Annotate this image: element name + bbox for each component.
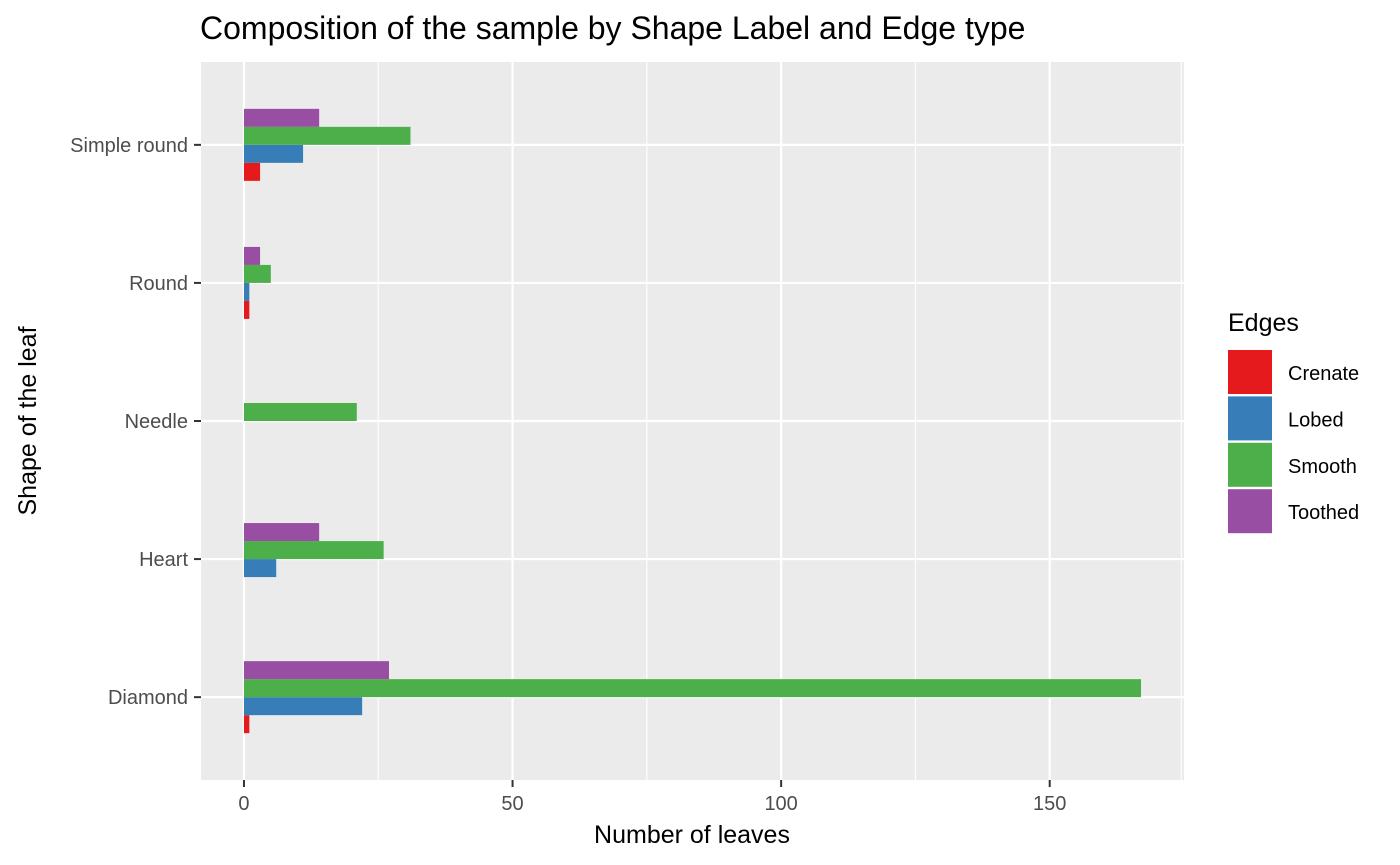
- y-tick-label: Needle: [125, 411, 188, 433]
- bar-diamond-smooth: [243, 679, 1142, 698]
- bar-diamond-lobed: [243, 697, 363, 716]
- bar-round-crenate: [243, 300, 250, 319]
- legend-key-smooth: [1228, 442, 1272, 487]
- legend-label-toothed: Toothed: [1288, 502, 1359, 524]
- y-tick-label: Heart: [139, 549, 188, 571]
- bar-simple-round-smooth: [243, 126, 411, 145]
- x-tick-label: 150: [1033, 793, 1066, 815]
- bar-needle-smooth: [243, 403, 357, 421]
- x-axis: 0 50 100 150: [238, 780, 1066, 815]
- legend-title: Edges: [1228, 309, 1299, 337]
- bars: [243, 108, 1142, 734]
- bar-simple-round-toothed: [243, 108, 320, 127]
- bar-round-lobed: [243, 282, 250, 301]
- y-tick-label: Diamond: [108, 687, 188, 709]
- x-axis-title: Number of leaves: [594, 821, 790, 849]
- bar-heart-lobed: [243, 559, 277, 578]
- y-tick-label: Simple round: [70, 135, 188, 157]
- legend-key-lobed: [1228, 396, 1272, 441]
- x-tick-label: 100: [764, 793, 797, 815]
- y-axis-title: Shape of the leaf: [14, 326, 42, 515]
- bar-heart-toothed: [243, 523, 320, 542]
- legend-label-crenate: Crenate: [1288, 363, 1359, 385]
- y-tick-label: Round: [129, 273, 188, 295]
- legend-key-crenate: [1228, 350, 1272, 394]
- legend-key-toothed: [1228, 489, 1272, 534]
- legend-label-lobed: Lobed: [1288, 409, 1344, 431]
- x-tick-label: 0: [238, 793, 249, 815]
- bar-heart-smooth: [243, 541, 384, 560]
- bar-diamond-toothed: [243, 661, 390, 680]
- legend: Edges Crenate Lobed Smooth Toothed: [1228, 309, 1359, 534]
- y-axis: Diamond Heart Needle Round Simple round: [70, 135, 201, 709]
- x-tick-label: 50: [501, 793, 523, 815]
- bar-round-toothed: [243, 246, 261, 265]
- bar-simple-round-crenate: [243, 162, 261, 181]
- chart-title: Composition of the sample by Shape Label…: [200, 10, 1025, 46]
- bar-diamond-crenate: [243, 715, 250, 734]
- bar-round-smooth: [243, 264, 271, 283]
- bar-simple-round-lobed: [243, 144, 304, 163]
- legend-label-smooth: Smooth: [1288, 456, 1357, 478]
